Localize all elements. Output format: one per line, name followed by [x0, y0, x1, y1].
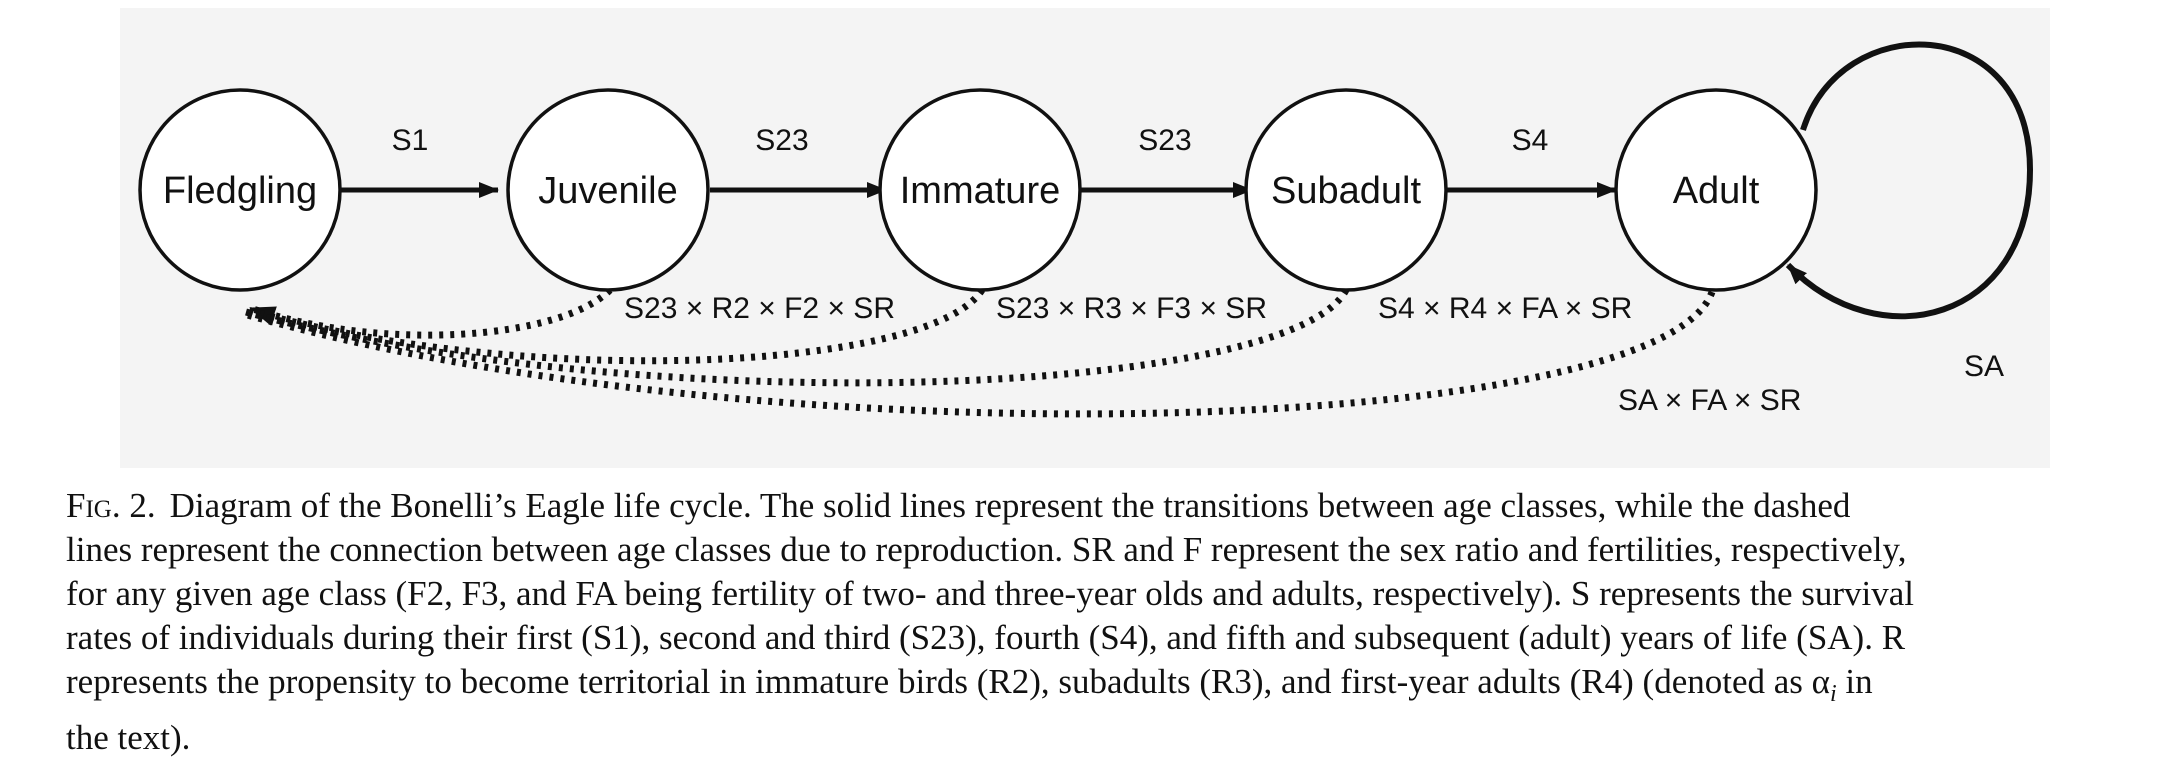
svg-text:Juvenile: Juvenile	[538, 170, 677, 212]
figure-label: Fig. 2.	[66, 486, 156, 525]
reproduction-label-subadult: S4 × R4 × FA × SR	[1378, 292, 1632, 325]
node-juvenile: Juvenile	[506, 88, 710, 292]
svg-text:Subadult: Subadult	[1271, 170, 1421, 212]
svg-text:Fledgling: Fledgling	[163, 170, 317, 212]
alpha-subscript: i	[1829, 681, 1837, 707]
node-fledgling: Fledgling	[138, 88, 342, 292]
transition-label-s23-immature: S23	[1138, 124, 1191, 157]
caption-text-1: Diagram of the Bonelli’s Eagle life cycl…	[169, 486, 1851, 525]
caption-line-3: for any given age class (F2, F3, and FA …	[66, 574, 1915, 613]
life-cycle-diagram: Fledgling Juvenile Immature Subadult Adu…	[138, 41, 2034, 418]
svg-text:Immature: Immature	[900, 170, 1060, 212]
reproduction-label-immature: S23 × R3 × F3 × SR	[996, 292, 1267, 325]
caption-line-1: Fig. 2. Diagram of the Bonelli’s Eagle li…	[66, 484, 2106, 528]
caption-line-2: lines represent the connection between a…	[66, 530, 1907, 569]
caption-line-6: the text).	[66, 718, 191, 757]
caption-text-5-tail: in	[1836, 662, 1873, 701]
reproduction-curve-immature	[247, 288, 985, 365]
transition-label-s23-juvenile: S23	[755, 124, 808, 157]
svg-text:Adult: Adult	[1673, 170, 1760, 212]
node-immature: Immature	[878, 88, 1082, 292]
node-subadult: Subadult	[1244, 88, 1448, 292]
transition-label-s4: S4	[1512, 124, 1549, 157]
figure-caption: Fig. 2. Diagram of the Bonelli’s Eagle li…	[66, 484, 2106, 760]
caption-line-4: rates of individuals during their first …	[66, 618, 1906, 657]
node-adult: Adult	[1614, 88, 1818, 292]
caption-text-5: represents the propensity to become terr…	[66, 662, 1830, 701]
reproduction-curve-adult	[243, 290, 1716, 418]
transition-label-s1: S1	[392, 124, 429, 157]
transition-label-sa: SA	[1964, 350, 2004, 383]
reproduction-curve-subadult	[245, 288, 1350, 387]
reproduction-label-juvenile: S23 × R2 × F2 × SR	[624, 292, 895, 325]
caption-line-5: represents the propensity to become terr…	[66, 660, 2106, 716]
transition-loop-adult	[1785, 41, 2034, 320]
reproduction-label-adult: SA × FA × SR	[1618, 384, 1801, 417]
